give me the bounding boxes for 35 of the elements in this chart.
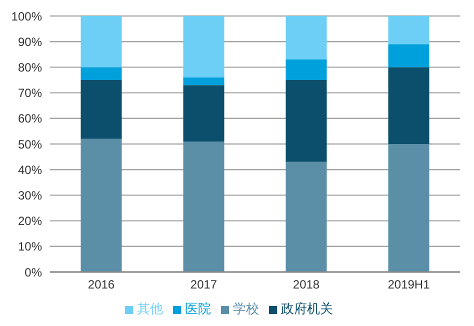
bar [80,138,122,272]
bar [80,16,122,68]
y-tick-label: 20% [18,214,42,228]
y-tick-label: 30% [18,188,42,202]
bar [286,80,327,162]
x-tick-label: 2016 [88,278,115,292]
bar [183,85,224,142]
legend-label: 医院 [185,301,211,316]
x-tick-label: 2017 [190,278,218,292]
bar [80,80,122,139]
y-tick-label: 90% [18,34,42,49]
x-tick-label: 2019H1 [388,278,430,292]
legend-label: 政府机关 [281,301,333,316]
y-tick-label: 80% [18,60,42,74]
bar [80,67,122,80]
y-tick-label: 100% [11,9,42,24]
y-tick-label: 60% [18,112,42,126]
bar [388,16,430,44]
bar [286,60,327,80]
y-tick-label: 40% [18,162,42,177]
y-tick-label: 70% [18,86,42,100]
y-tick-label: 10% [18,240,42,254]
bar [286,162,327,272]
y-tick-label: 50% [18,137,42,152]
legend-label: 其他 [137,301,163,316]
bar [183,77,224,86]
bar [183,16,224,78]
bar [388,144,430,272]
bar [388,67,430,144]
bar [388,44,430,68]
bar [183,141,224,272]
bar [286,16,327,60]
y-tick-label: 0% [24,265,42,280]
x-tick-label: 2018 [292,278,320,292]
legend-label: 学校 [233,301,259,316]
